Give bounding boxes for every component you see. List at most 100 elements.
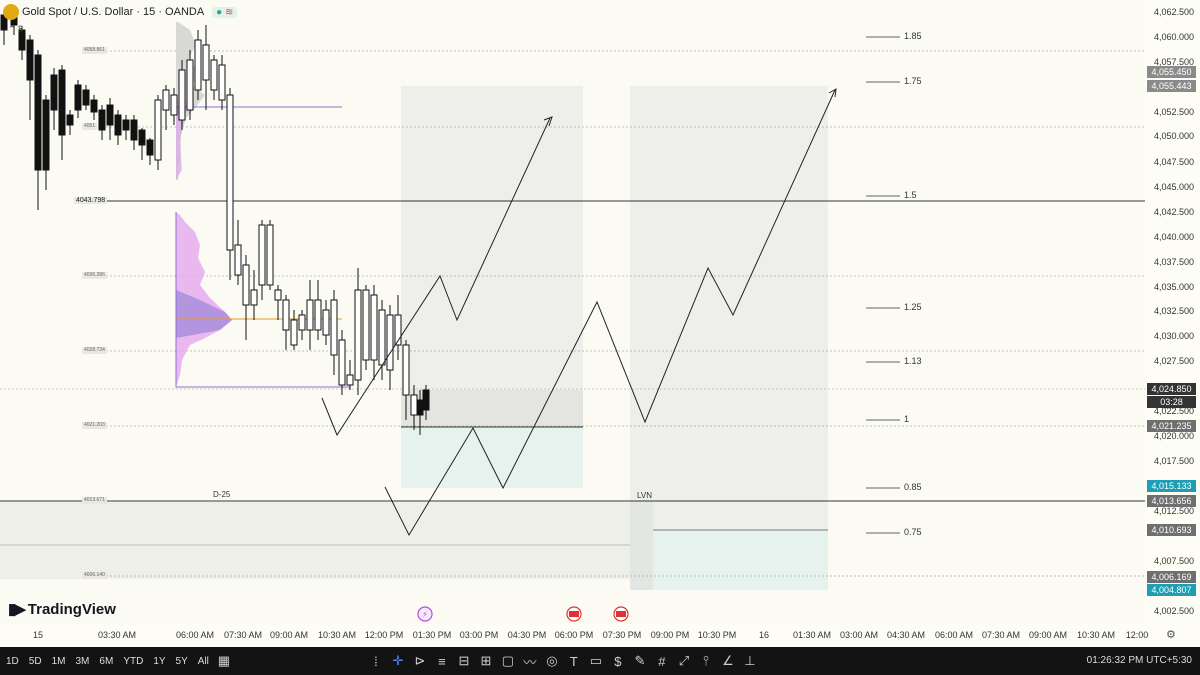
candle-body: [58, 69, 66, 136]
candle-body: [314, 299, 322, 331]
range-button-3m[interactable]: 3M: [75, 655, 90, 667]
rectangle-tool-icon[interactable]: ▢: [501, 653, 515, 668]
price-label-tool-icon[interactable]: $: [614, 653, 622, 669]
time-tick: 12:00: [1125, 630, 1149, 640]
grid-tool-icon[interactable]: #: [658, 653, 666, 669]
circle-tool-icon[interactable]: ◎: [546, 653, 558, 668]
time-tick: 06:00 PM: [554, 630, 594, 640]
text-tool-icon[interactable]: T: [569, 653, 578, 669]
clock-readout[interactable]: 01:26:32 PM UTC+5:30: [1086, 655, 1192, 666]
price-tick: 4,052.500: [1153, 107, 1194, 117]
candle-body: [298, 314, 306, 331]
time-tick: 06:00 AM: [934, 630, 974, 640]
forecast-tool-icon[interactable]: ⫯: [703, 653, 709, 668]
settings-gear-icon[interactable]: ⚙: [1166, 629, 1176, 641]
price-tag: 4,024.850: [1147, 383, 1196, 395]
callout-tool-icon[interactable]: ▭: [589, 653, 603, 668]
angle-tool-icon[interactable]: ∠: [722, 653, 734, 668]
candle-body: [26, 39, 34, 81]
volume-profile-lower-value: [176, 290, 232, 338]
price-tick: 4,047.500: [1153, 157, 1194, 167]
candle-body: [354, 289, 362, 381]
candle-body: [186, 59, 194, 111]
price-tick: 4,032.500: [1153, 306, 1194, 316]
chart-canvas[interactable]: Gold Spot / U.S. Dollar · 15 · OANDA ● ≋…: [0, 0, 1145, 624]
price-tick: 4,060.000: [1153, 32, 1194, 42]
candle-body: [242, 264, 250, 306]
horizontal-lines-tool-icon[interactable]: ≡: [438, 653, 446, 669]
time-tick: 07:30 AM: [223, 630, 263, 640]
time-axis[interactable]: 15 03:30 AM 06:00 AM 07:30 AM 09:00 AM 10:30 …: [0, 624, 1148, 646]
range-button-1d[interactable]: 1D: [6, 655, 19, 667]
candle-body: [386, 314, 394, 371]
fib-extension-tool-icon[interactable]: ⊥: [744, 653, 756, 668]
candle-body: [218, 64, 226, 101]
entry-zone-1: [401, 390, 583, 427]
indicator-count[interactable]: ⌃ 8: [8, 24, 24, 34]
candle-body: [202, 44, 210, 81]
market-status-badge[interactable]: ● ≋: [212, 6, 238, 18]
time-tick: 04:30 PM: [507, 630, 547, 640]
brush-tool-icon[interactable]: ✎: [634, 653, 646, 668]
range-button-5y[interactable]: 5Y: [175, 655, 188, 667]
time-tick: 07:30 AM: [981, 630, 1021, 640]
time-tick: 09:00 AM: [269, 630, 309, 640]
profile-range-line: [175, 212, 350, 388]
chart-drawing[interactable]: [0, 0, 1145, 624]
price-axis[interactable]: 4,062.500 4,060.000 4,057.500 4,052.500 4,05…: [1145, 0, 1200, 624]
candle-body: [234, 244, 242, 276]
time-tick: 10:30 AM: [317, 630, 357, 640]
range-button-1m[interactable]: 1M: [51, 655, 66, 667]
path-tool-icon[interactable]: 〰: [523, 654, 537, 670]
fib-level-label: 1.13: [904, 356, 922, 366]
custom-range-calendar-icon[interactable]: ▦: [217, 653, 231, 668]
candle-body: [362, 289, 370, 361]
range-button-6m[interactable]: 6M: [99, 655, 114, 667]
price-tag: 4,015.133: [1147, 480, 1196, 492]
candle-body: [162, 89, 170, 111]
lvn-label: LVN: [637, 491, 652, 500]
target-zone-1: [401, 86, 583, 427]
arrow-tool-icon[interactable]: ⊳: [414, 653, 426, 668]
price-tag: 03:28: [1147, 396, 1196, 408]
price-tag: 4,013.656: [1147, 495, 1196, 507]
candle-body: [106, 104, 114, 126]
candle-body: [394, 314, 402, 346]
candle-body: [410, 394, 418, 416]
range-button-1y[interactable]: 1Y: [153, 655, 166, 667]
grip-icon: ⁞: [374, 653, 378, 669]
candle-body: [306, 299, 314, 331]
measure-tool-icon[interactable]: ⤢: [678, 653, 690, 668]
level-price-label: 4043.798: [74, 197, 108, 204]
time-tick: 03:00 PM: [459, 630, 499, 640]
range-button-all[interactable]: All: [197, 655, 209, 667]
symbol-header: Gold Spot / U.S. Dollar · 15 · OANDA ● ≋: [0, 3, 238, 21]
fib-level-label: 1.85: [904, 31, 922, 41]
level-price-label: 4021.203: [82, 422, 107, 429]
candle-body: [130, 119, 138, 141]
price-tick: 4,042.500: [1153, 207, 1194, 217]
parallel-channel-tool-icon[interactable]: ⊟: [458, 653, 470, 668]
candle-body: [422, 389, 430, 411]
range-button-5d[interactable]: 5D: [28, 655, 42, 667]
time-tick: 15: [32, 630, 44, 640]
symbol-title[interactable]: Gold Spot / U.S. Dollar · 15 · OANDA: [22, 6, 205, 18]
fib-level-label: 1: [904, 414, 910, 424]
candle-body: [378, 309, 386, 366]
time-tick: 09:00 AM: [1028, 630, 1068, 640]
level-price-label: 4058.861: [82, 47, 107, 54]
price-tick: 4,012.500: [1153, 506, 1194, 516]
level-price-label: 4051: [82, 123, 98, 130]
candle-body: [42, 99, 50, 171]
fib-tool-icon[interactable]: ⊞: [480, 653, 492, 668]
candle-body: [402, 344, 410, 396]
d25-label: D-25: [213, 490, 231, 499]
tradingview-logo[interactable]: ▮▶ TradingView: [8, 600, 116, 619]
candle-body: [338, 339, 346, 386]
range-button-ytd[interactable]: YTD: [123, 655, 144, 667]
candle-body: [250, 289, 258, 306]
crosshair-tool-icon[interactable]: ✛: [392, 653, 404, 668]
time-tick: 03:00 AM: [839, 630, 879, 640]
price-tick: 4,057.500: [1153, 57, 1194, 67]
level-price-label: 4006.140: [82, 572, 107, 579]
